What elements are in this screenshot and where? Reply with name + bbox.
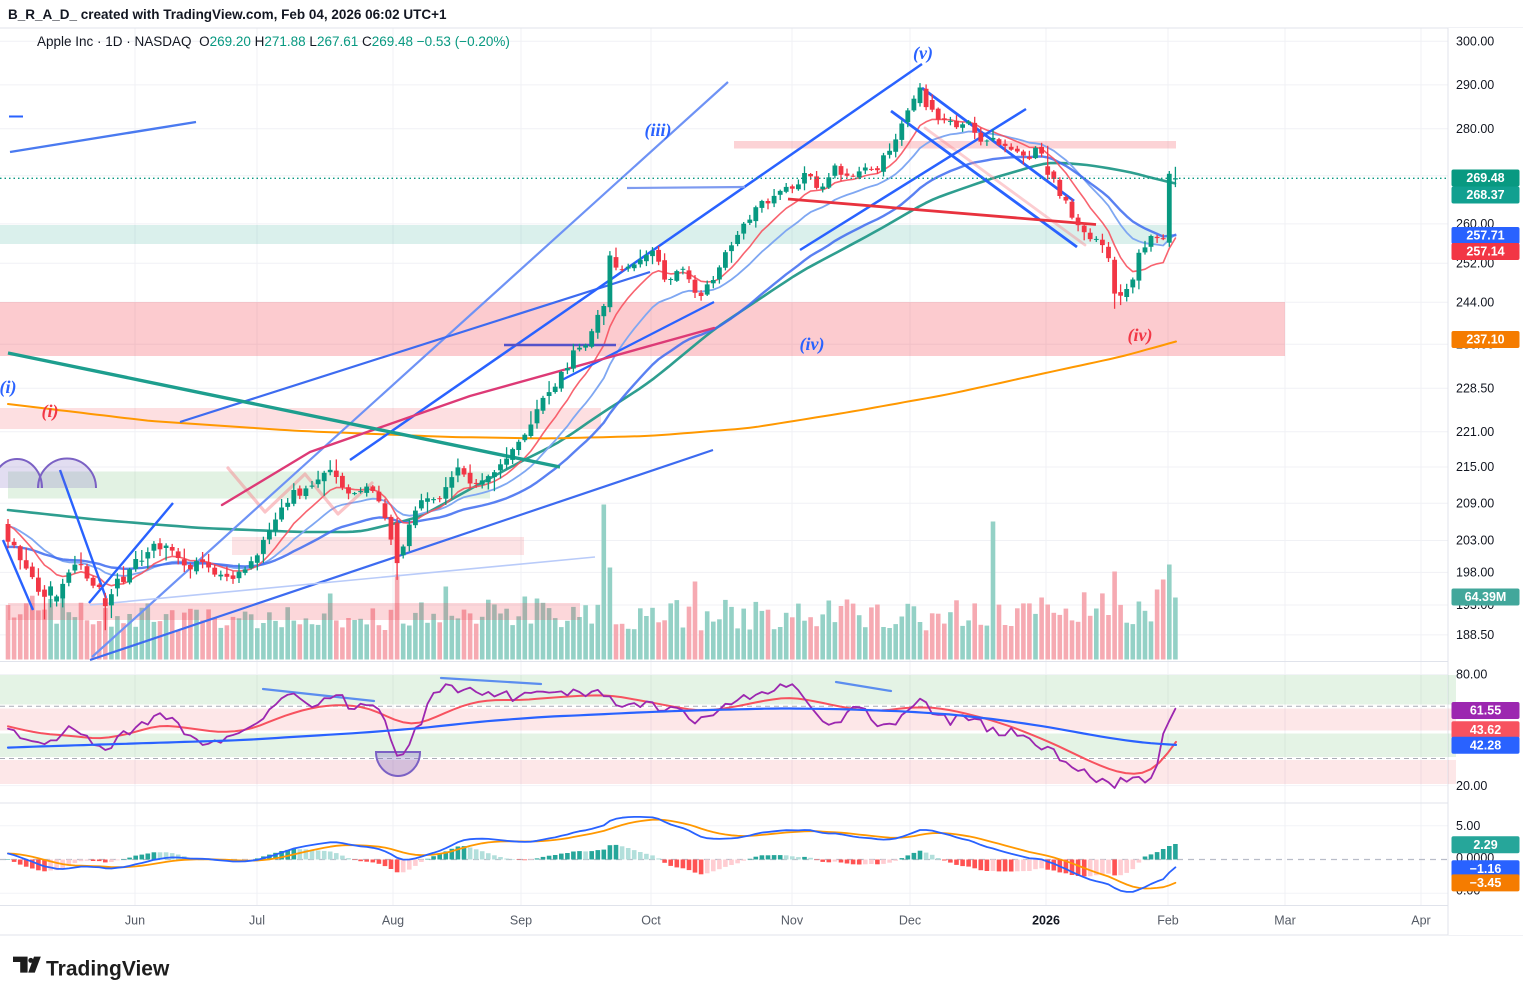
svg-text:209.00: 209.00: [1456, 496, 1494, 510]
svg-text:237.10: 237.10: [1466, 333, 1504, 347]
svg-text:300.00: 300.00: [1456, 34, 1494, 48]
svg-text:20.00: 20.00: [1456, 779, 1487, 793]
svg-text:Apple Inc · 1D · NASDAQ O269.: Apple Inc · 1D · NASDAQ O269.20 H271.88 …: [37, 34, 510, 49]
svg-text:Feb: Feb: [1157, 914, 1179, 928]
svg-text:(iii): (iii): [645, 120, 672, 141]
svg-text:B_R_A_D_ created with TradingV: B_R_A_D_ created with TradingView.com, F…: [8, 7, 447, 22]
svg-text:268.37: 268.37: [1466, 188, 1504, 202]
svg-text:(v): (v): [913, 43, 933, 64]
svg-text:TradingView: TradingView: [46, 958, 170, 981]
svg-text:(i): (i): [0, 377, 17, 398]
svg-text:42.28: 42.28: [1470, 738, 1501, 752]
svg-text:290.00: 290.00: [1456, 78, 1494, 92]
svg-text:257.14: 257.14: [1466, 245, 1504, 259]
svg-text:Apr: Apr: [1411, 914, 1430, 928]
svg-text:64.39M: 64.39M: [1465, 590, 1507, 604]
svg-text:Nov: Nov: [781, 914, 804, 928]
svg-text:Sep: Sep: [510, 914, 532, 928]
svg-text:(iv): (iv): [1128, 325, 1153, 346]
svg-text:198.00: 198.00: [1456, 566, 1494, 580]
svg-text:221.00: 221.00: [1456, 425, 1494, 439]
svg-text:Mar: Mar: [1274, 914, 1296, 928]
svg-text:Aug: Aug: [382, 914, 404, 928]
svg-text:43.62: 43.62: [1470, 723, 1501, 737]
svg-text:(iv): (iv): [800, 334, 825, 355]
svg-text:5.00: 5.00: [1456, 819, 1480, 833]
svg-text:257.71: 257.71: [1466, 229, 1504, 243]
svg-text:215.00: 215.00: [1456, 460, 1494, 474]
svg-text:228.50: 228.50: [1456, 382, 1494, 396]
svg-text:188.50: 188.50: [1456, 628, 1494, 642]
svg-text:−3.45: −3.45: [1470, 876, 1502, 890]
svg-text:2026: 2026: [1032, 914, 1060, 928]
svg-text:(i): (i): [42, 401, 59, 422]
svg-text:−1.16: −1.16: [1470, 862, 1502, 876]
svg-text:244.00: 244.00: [1456, 296, 1494, 310]
svg-text:Jul: Jul: [249, 914, 265, 928]
svg-text:203.00: 203.00: [1456, 534, 1494, 548]
svg-text:269.48: 269.48: [1466, 171, 1504, 185]
svg-text:2.29: 2.29: [1473, 838, 1497, 852]
svg-text:280.00: 280.00: [1456, 122, 1494, 136]
svg-text:80.00: 80.00: [1456, 668, 1487, 682]
svg-text:Jun: Jun: [125, 914, 145, 928]
svg-text:61.55: 61.55: [1470, 704, 1501, 718]
svg-text:Dec: Dec: [899, 914, 921, 928]
svg-text:Oct: Oct: [641, 914, 661, 928]
